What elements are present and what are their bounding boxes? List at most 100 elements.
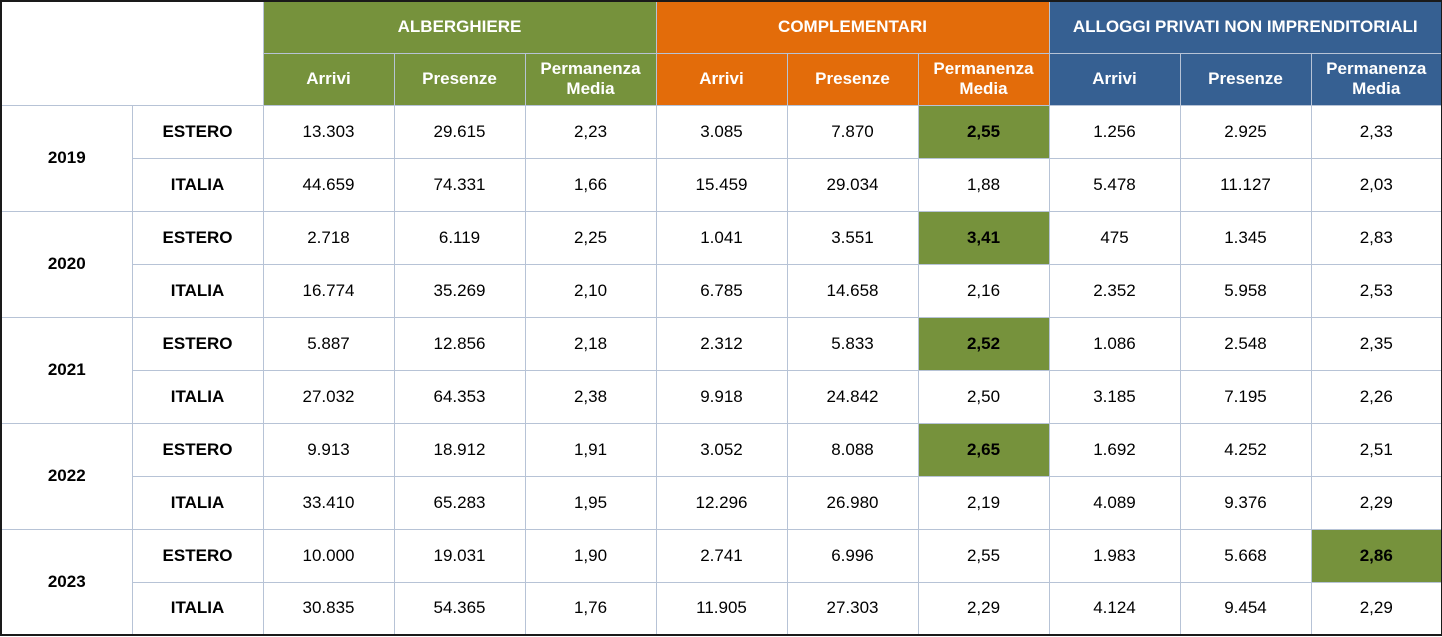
data-cell: 5.833 — [786, 316, 919, 371]
data-cell: 11.127 — [1179, 157, 1312, 212]
subheader-arrivi: Arrivi — [1048, 52, 1181, 106]
data-cell: 2,55 — [917, 104, 1050, 159]
data-cell: 2,51 — [1310, 422, 1442, 477]
table-row: 2022 ESTERO 9.913 18.912 1,91 3.052 8.088 2,65 1… — [0, 422, 1442, 530]
data-cell: 1,66 — [524, 157, 657, 212]
data-cell: 2,50 — [917, 369, 1050, 424]
data-cell: 5.958 — [1179, 263, 1312, 318]
data-cell: 29.034 — [786, 157, 919, 212]
table-row: 2023 ESTERO 10.000 19.031 1,90 2.741 6.996 2,55… — [0, 528, 1442, 636]
data-cell: 2.718 — [262, 210, 395, 265]
data-cell: 2,86 — [1310, 528, 1442, 583]
group-header-complementari: COMPLEMENTARI — [655, 0, 1050, 54]
data-cell: 9.376 — [1179, 475, 1312, 530]
table-body: 2019 ESTERO 13.303 29.615 2,23 3.085 7.870 2,55… — [0, 104, 1442, 636]
data-cell: 1.692 — [1048, 422, 1181, 477]
origin-cell: ITALIA — [131, 475, 264, 530]
data-cell: 1.256 — [1048, 104, 1181, 159]
table-row: 2021 ESTERO 5.887 12.856 2,18 2.312 5.833 2,52 1… — [0, 316, 1442, 424]
data-cell: 27.032 — [262, 369, 395, 424]
data-cell: 33.410 — [262, 475, 395, 530]
table-row: ITALIA 33.410 65.283 1,95 12.296 26.980 2,19 4.… — [1, 475, 1442, 530]
data-cell: 2.548 — [1179, 316, 1312, 371]
data-cell: 2,25 — [524, 210, 657, 265]
subheader-presenze: Presenze — [1179, 52, 1312, 106]
data-cell: 475 — [1048, 210, 1181, 265]
sub-header-row: Arrivi Presenze Permanenza Media Arrivi … — [1, 52, 1442, 106]
origin-cell: ITALIA — [131, 157, 264, 212]
origin-cell: ESTERO — [131, 210, 264, 265]
data-cell: 2,18 — [524, 316, 657, 371]
data-cell: 6.996 — [786, 528, 919, 583]
subheader-arrivi: Arrivi — [262, 52, 395, 106]
data-cell: 15.459 — [655, 157, 788, 212]
data-cell: 18.912 — [393, 422, 526, 477]
subheader-arrivi: Arrivi — [655, 52, 788, 106]
data-cell: 35.269 — [393, 263, 526, 318]
data-cell: 1,95 — [524, 475, 657, 530]
data-cell: 1,90 — [524, 528, 657, 583]
data-cell: 2,83 — [1310, 210, 1442, 265]
origin-cell: ESTERO — [131, 528, 264, 583]
data-cell: 2,23 — [524, 104, 657, 159]
data-cell: 3,41 — [917, 210, 1050, 265]
data-cell: 9.918 — [655, 369, 788, 424]
origin-cell: ITALIA — [131, 581, 264, 636]
year-cell: 2020 — [0, 210, 133, 318]
group-header-alloggi: ALLOGGI PRIVATI NON IMPRENDITORIALI — [1048, 0, 1442, 54]
data-cell: 2,16 — [917, 263, 1050, 318]
data-cell: 6.785 — [655, 263, 788, 318]
data-cell: 2,53 — [1310, 263, 1442, 318]
data-cell: 8.088 — [786, 422, 919, 477]
data-cell: 3.185 — [1048, 369, 1181, 424]
data-cell: 4.252 — [1179, 422, 1312, 477]
data-cell: 30.835 — [262, 581, 395, 636]
data-cell: 1,76 — [524, 581, 657, 636]
data-cell: 2,29 — [1310, 475, 1442, 530]
data-cell: 1.983 — [1048, 528, 1181, 583]
data-cell: 54.365 — [393, 581, 526, 636]
data-cell: 14.658 — [786, 263, 919, 318]
data-cell: 5.887 — [262, 316, 395, 371]
data-cell: 1.086 — [1048, 316, 1181, 371]
table-row: ITALIA 44.659 74.331 1,66 15.459 29.034 1,88 5.… — [1, 157, 1442, 212]
subheader-presenze: Presenze — [786, 52, 919, 106]
data-cell: 5.668 — [1179, 528, 1312, 583]
data-cell: 3.052 — [655, 422, 788, 477]
data-cell: 4.089 — [1048, 475, 1181, 530]
data-cell: 12.856 — [393, 316, 526, 371]
data-cell: 2,03 — [1310, 157, 1442, 212]
year-cell: 2019 — [0, 104, 133, 212]
data-cell: 6.119 — [393, 210, 526, 265]
year-cell: 2022 — [0, 422, 133, 530]
data-cell: 24.842 — [786, 369, 919, 424]
data-cell: 5.478 — [1048, 157, 1181, 212]
corner-cell — [0, 0, 264, 106]
data-cell: 2,33 — [1310, 104, 1442, 159]
data-cell: 2,29 — [917, 581, 1050, 636]
data-cell: 64.353 — [393, 369, 526, 424]
data-cell: 7.870 — [786, 104, 919, 159]
origin-cell: ESTERO — [131, 422, 264, 477]
data-cell: 2,52 — [917, 316, 1050, 371]
origin-cell: ITALIA — [131, 369, 264, 424]
subheader-presenze: Presenze — [393, 52, 526, 106]
data-cell: 3.085 — [655, 104, 788, 159]
data-cell: 13.303 — [262, 104, 395, 159]
data-cell: 2.925 — [1179, 104, 1312, 159]
data-cell: 74.331 — [393, 157, 526, 212]
data-cell: 3.551 — [786, 210, 919, 265]
data-cell: 2,55 — [917, 528, 1050, 583]
table-row: ITALIA 30.835 54.365 1,76 11.905 27.303 2,29 4.… — [1, 581, 1442, 636]
table-row: ITALIA 16.774 35.269 2,10 6.785 14.658 2,16 2.3… — [1, 263, 1442, 318]
group-header-row: ALBERGHIERE COMPLEMENTARI ALLOGGI PRIVAT… — [0, 0, 1442, 106]
origin-cell: ESTERO — [131, 104, 264, 159]
data-cell: 7.195 — [1179, 369, 1312, 424]
data-cell: 2,35 — [1310, 316, 1442, 371]
data-cell: 10.000 — [262, 528, 395, 583]
data-cell: 2,65 — [917, 422, 1050, 477]
data-cell: 2.352 — [1048, 263, 1181, 318]
data-cell: 11.905 — [655, 581, 788, 636]
data-cell: 4.124 — [1048, 581, 1181, 636]
origin-cell: ESTERO — [131, 316, 264, 371]
